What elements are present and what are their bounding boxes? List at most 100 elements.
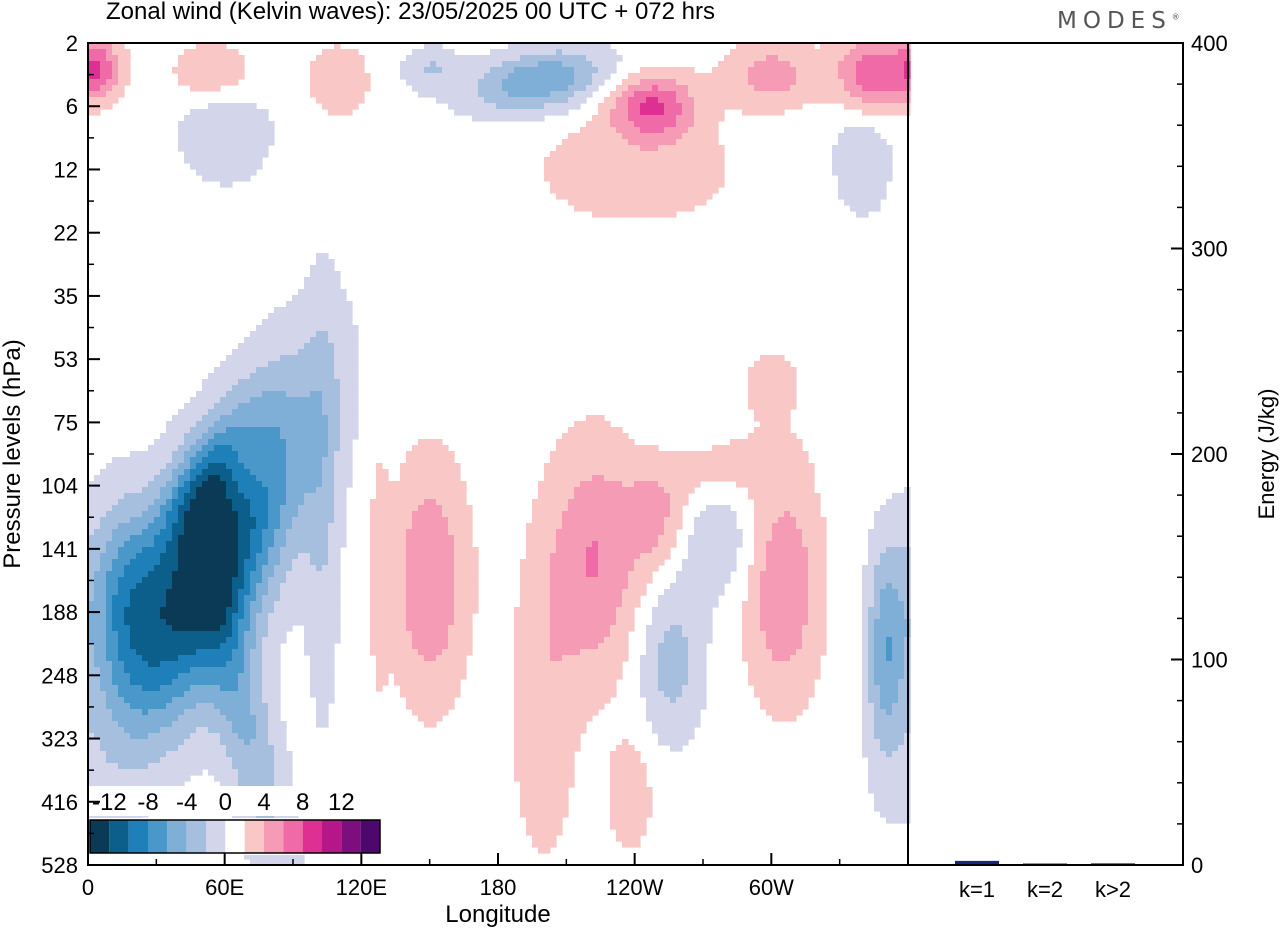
heatmap-cell <box>640 487 647 494</box>
heatmap-cell <box>898 577 905 584</box>
heatmap-cell <box>766 433 773 440</box>
heatmap-cell <box>610 487 617 494</box>
heatmap-cell <box>418 511 425 518</box>
heatmap-cell <box>310 469 317 476</box>
heatmap-cell <box>628 169 635 176</box>
heatmap-cell <box>274 427 281 434</box>
heatmap-cell <box>268 391 275 398</box>
heatmap-cell <box>346 349 353 356</box>
heatmap-cell <box>508 91 515 98</box>
heatmap-cell <box>610 565 617 572</box>
heatmap-cell <box>712 109 719 116</box>
heatmap-cell <box>532 559 539 566</box>
heatmap-cell <box>136 571 143 578</box>
heatmap-cell <box>418 463 425 470</box>
heatmap-cell <box>760 391 767 398</box>
heatmap-cell <box>208 151 215 158</box>
heatmap-cell <box>766 403 773 410</box>
heatmap-cell <box>124 463 131 470</box>
heatmap-cell <box>184 535 191 542</box>
heatmap-cell <box>166 463 173 470</box>
heatmap-cell <box>616 517 623 524</box>
heatmap-cell <box>322 253 329 260</box>
heatmap-cell <box>586 91 593 98</box>
heatmap-cell <box>376 493 383 500</box>
heatmap-cell <box>430 457 437 464</box>
heatmap-cell <box>136 451 143 458</box>
heatmap-cell <box>628 109 635 116</box>
heatmap-cell <box>268 565 275 572</box>
heatmap-cell <box>718 529 725 536</box>
heatmap-cell <box>652 553 659 560</box>
heatmap-cell <box>874 547 881 554</box>
heatmap-cell <box>598 139 605 146</box>
heatmap-cell <box>658 475 665 482</box>
heatmap-cell <box>628 457 635 464</box>
heatmap-cell <box>460 499 467 506</box>
heatmap-cell <box>670 67 677 74</box>
heatmap-cell <box>250 535 257 542</box>
heatmap-cell <box>436 493 443 500</box>
heatmap-cell <box>892 109 899 116</box>
heatmap-cell <box>610 205 617 212</box>
heatmap-cell <box>256 355 263 362</box>
heatmap-cell <box>100 469 107 476</box>
heatmap-cell <box>328 427 335 434</box>
heatmap-cell <box>880 139 887 146</box>
heatmap-cell <box>118 583 125 590</box>
heatmap-cell <box>238 469 245 476</box>
heatmap-cell <box>496 115 503 122</box>
heatmap-cell <box>640 475 647 482</box>
heatmap-cell <box>544 475 551 482</box>
heatmap-cell <box>214 85 221 92</box>
heatmap-cell <box>436 55 443 62</box>
heatmap-cell <box>436 511 443 518</box>
heatmap-cell <box>340 511 347 518</box>
heatmap-cell <box>292 409 299 416</box>
heatmap-cell <box>730 79 737 86</box>
heatmap-cell <box>262 151 269 158</box>
heatmap-cell <box>730 463 737 470</box>
heatmap-cell <box>784 505 791 512</box>
heatmap-cell <box>574 427 581 434</box>
heatmap-cell <box>436 439 443 446</box>
heatmap-cell <box>802 505 809 512</box>
heatmap-cell <box>250 457 257 464</box>
heatmap-cell <box>736 85 743 92</box>
heatmap-cell <box>418 523 425 530</box>
heatmap-cell <box>760 73 767 80</box>
heatmap-cell <box>736 43 743 50</box>
heatmap-cell <box>220 181 227 188</box>
heatmap-cell <box>628 565 635 572</box>
heatmap-cell <box>784 397 791 404</box>
heatmap-cell <box>142 529 149 536</box>
heatmap-cell <box>304 517 311 524</box>
heatmap-cell <box>256 391 263 398</box>
heatmap-cell <box>844 91 851 98</box>
heatmap-cell <box>796 85 803 92</box>
heatmap-cell <box>598 439 605 446</box>
heatmap-cell <box>238 145 245 152</box>
heatmap-cell <box>130 565 137 572</box>
heatmap-cell <box>286 355 293 362</box>
heatmap-cell <box>658 109 665 116</box>
heatmap-cell <box>676 127 683 134</box>
heatmap-cell <box>556 499 563 506</box>
heatmap-cell <box>706 133 713 140</box>
heatmap-cell <box>874 151 881 158</box>
heatmap-cell <box>184 553 191 560</box>
heatmap-cell <box>274 409 281 416</box>
heatmap-cell <box>898 523 905 530</box>
heatmap-cell <box>316 379 323 386</box>
heatmap-cell <box>868 49 875 56</box>
heatmap-cell <box>778 553 785 560</box>
heatmap-cell <box>784 487 791 494</box>
heatmap-cell <box>592 511 599 518</box>
heatmap-cell <box>238 415 245 422</box>
heatmap-cell <box>292 457 299 464</box>
heatmap-cell <box>310 547 317 554</box>
heatmap-cell <box>148 505 155 512</box>
heatmap-cell <box>364 79 371 86</box>
heatmap-cell <box>292 349 299 356</box>
heatmap-cell <box>316 415 323 422</box>
